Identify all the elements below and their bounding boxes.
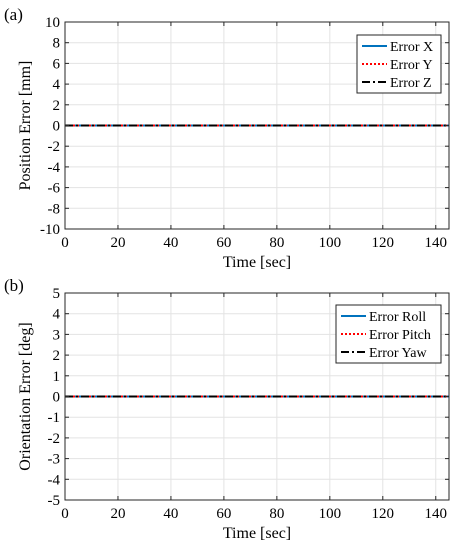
x-tick-label: 40 [163,235,178,251]
x-tick-label: 40 [163,506,178,522]
legend: Error X Error Y Error Z [356,34,442,94]
y-tick-label: 10 [45,15,60,31]
y-axis-label: Position Error [mm] [17,61,34,191]
x-tick-label: 60 [216,235,231,251]
x-tick-label: 0 [61,235,69,251]
y-tick-label: -1 [48,410,61,426]
y-tick-label: 5 [53,286,61,302]
x-tick-label: 80 [269,235,284,251]
y-tick-label: 2 [53,98,61,114]
chart-panel-1: (b) 0 20 40 60 80 100 120 140 5 4 3 2 1 0 -1 -2 -3 -4 -5 Tim… [4,276,450,542]
y-tick-label: -10 [40,222,60,238]
legend-entry-0: Error Roll [369,310,426,325]
legend-entry-1: Error Pitch [369,328,431,343]
y-axis-label: Orientation Error [deg] [17,322,34,470]
y-tick-label: -2 [48,431,61,447]
y-tick-label: -3 [48,452,61,468]
y-tick-label: 0 [53,390,61,406]
panel-label: (a) [4,5,23,24]
x-tick-label: 0 [61,506,69,522]
y-tick-label: -2 [48,139,61,155]
legend-entry-2: Error Z [390,76,432,91]
x-tick-label: 140 [425,506,448,522]
x-tick-label: 100 [319,235,342,251]
y-tick-label: 1 [53,369,61,385]
x-tick-label: 20 [110,506,125,522]
y-tick-label: -4 [48,160,61,176]
chart-panel-0: (a)0 20 40 60 80 100 120 1401086420-2-4-6-8-10T… [4,5,450,271]
y-tick-label: 4 [53,307,61,323]
y-tick-label: 6 [53,56,61,72]
x-tick-label: 60 [216,506,231,522]
y-tick-label: -6 [48,181,61,197]
y-tick-label: -4 [48,472,61,488]
panel-label: (b) [4,276,24,295]
legend-entry-2: Error Yaw [369,346,427,361]
y-tick-label: -8 [48,201,61,217]
legend: Error Roll Error Pitch Error Yaw [335,304,442,364]
legend-entry-1: Error Y [390,58,433,73]
x-tick-label: 120 [372,235,395,251]
y-tick-label: 2 [53,348,61,364]
x-tick-label: 120 [372,506,395,522]
x-tick-label: 140 [425,235,448,251]
x-axis-label: Time [sec] [223,525,291,542]
x-tick-label: 80 [269,506,284,522]
y-tick-label: 4 [53,77,61,93]
y-tick-label: 3 [53,327,61,343]
y-tick-label: 0 [53,119,61,135]
x-axis-label: Time [sec] [223,254,291,271]
y-tick-label: 8 [53,36,61,52]
legend-entry-0: Error X [390,40,433,55]
x-tick-label: 100 [319,506,342,522]
x-tick-label: 20 [110,235,125,251]
y-tick-label: -5 [48,493,61,509]
